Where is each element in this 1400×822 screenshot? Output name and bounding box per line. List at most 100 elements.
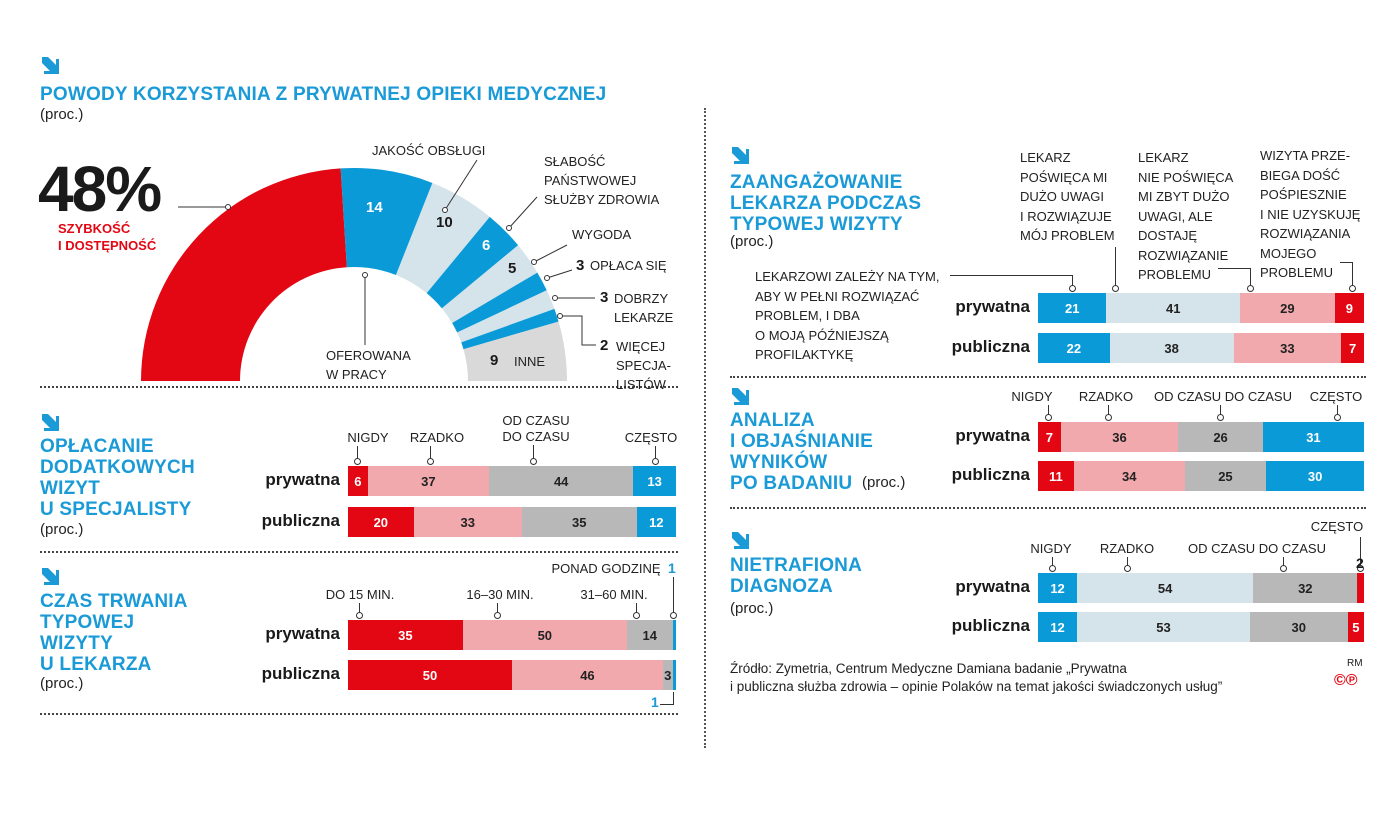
category-label: OD CZASU DO CZASU: [1188, 541, 1326, 556]
leader-dot: [427, 458, 434, 465]
donut-label-slabosc: SŁABOŚĆ PAŃSTWOWEJ SŁUŻBY ZDROWIA: [544, 154, 660, 207]
donut-value-10: 10: [436, 214, 453, 231]
leader-dot: [1280, 565, 1287, 572]
bar-segment: 54: [1077, 573, 1254, 603]
bar-segment: 41: [1106, 293, 1241, 323]
donut-segment: [461, 308, 559, 350]
arrow-icon: [732, 532, 749, 549]
source-note: Źródło: Zymetria, Centrum Medyczne Damia…: [730, 661, 1223, 694]
category-label: LEKARZOWI ZALEŻY NA TYM, ABY W PEŁNI ROZ…: [755, 269, 940, 362]
bar-segment: 50: [348, 660, 512, 690]
donut-value-9: 9: [490, 352, 499, 369]
chart-title-zaangazowanie: ZAANGAŻOWANIE LEKARZA PODCZAS TYPOWEJ WI…: [730, 172, 922, 235]
bar-segment: 29: [1240, 293, 1335, 323]
chart-unit: (proc.): [40, 675, 84, 692]
bar-segment: [672, 620, 676, 650]
leader-line: [1283, 557, 1284, 567]
bar-segment: 22: [1038, 333, 1110, 363]
chart-unit: (proc.): [730, 600, 774, 617]
leader-line: [497, 603, 498, 614]
bar-segment: 33: [1233, 333, 1342, 363]
bar-segment: 12: [1038, 612, 1078, 642]
donut-segment: [441, 245, 538, 323]
bar-segment: 30: [1249, 612, 1348, 642]
vertical-divider: [704, 108, 706, 748]
category-label: CZĘSTO: [624, 430, 678, 445]
leader-line: [1220, 405, 1221, 416]
donut-segment: [340, 168, 433, 276]
row-label-publiczna: publiczna: [951, 337, 1030, 356]
leader-line: [1250, 268, 1251, 286]
donut-label-oplaca: OPŁACA SIĘ: [590, 258, 667, 273]
category-label: DO 15 MIN.: [325, 587, 395, 602]
leader-line: [533, 445, 534, 460]
category-label: WIZYTA PRZE- BIEGA DOŚĆ POŚPIESZNIE I NI…: [1260, 148, 1361, 280]
category-label: OD CZASU DO CZASU: [1154, 389, 1292, 404]
bar-segment: 26: [1178, 422, 1263, 452]
bar-segment: 30: [1266, 461, 1364, 491]
leader-line: [1360, 537, 1361, 567]
bar-segment: 44: [489, 466, 634, 496]
leader-dot: [670, 612, 677, 619]
bar-segment: 9: [1334, 293, 1364, 323]
donut-unit: (proc.): [40, 106, 84, 123]
arrow-icon: [42, 568, 59, 585]
chart-unit: (proc.): [730, 233, 774, 250]
stacked-bar-prywatna: 7 36 26 31: [1038, 422, 1364, 452]
chart-title-oplacanie: OPŁACANIE DODATKOWYCH WIZYT U SPECJALIST…: [40, 436, 195, 520]
bar-segment: 12: [1038, 573, 1078, 603]
bar-segment: 20: [348, 507, 414, 537]
donut-label-dobrzy: DOBRZY LEKARZE: [614, 291, 674, 325]
leader-dot: [354, 458, 361, 465]
bar-segment: 6: [348, 466, 368, 496]
stacked-bar-publiczna: 50 46 3: [348, 660, 676, 690]
category-label: NIGDY: [347, 430, 389, 445]
category-label: RZADKO: [1078, 389, 1134, 404]
row-label-prywatna: prywatna: [955, 297, 1030, 316]
bar-segment: 53: [1077, 612, 1250, 642]
leader-dot: [1357, 565, 1364, 572]
leader-line: [1108, 405, 1109, 416]
value-ponad-godzine: 1: [668, 560, 676, 576]
leader-line: [357, 446, 358, 460]
donut-value-14: 14: [366, 199, 383, 216]
chart-title-nietrafiona: NIETRAFIONA DIAGNOZA: [730, 555, 863, 597]
row-label-prywatna: prywatna: [955, 577, 1030, 596]
leader-line: [660, 704, 674, 705]
donut-label-wiecej: WIĘCEJ SPECJA- LISTÓW: [616, 339, 671, 392]
bar-segment: 25: [1184, 461, 1267, 491]
leader-dot: [1334, 414, 1341, 421]
leader-dot: [1045, 414, 1052, 421]
category-label: LEKARZ NIE POŚWIĘCA MI ZBYT DUŻO UWAGI, …: [1138, 150, 1234, 282]
bar-segment: 7: [1038, 422, 1061, 452]
category-label: RZADKO: [1099, 541, 1155, 556]
leader-line: [950, 275, 1072, 276]
donut-label-szybkosc: SZYBKOŚĆ I DOSTĘPNOŚĆ: [58, 221, 157, 253]
stacked-bar-publiczna: 11 34 25 30: [1038, 461, 1364, 491]
leader-line: [655, 446, 656, 460]
category-label: NIGDY: [1011, 389, 1053, 404]
category-label: 16–30 MIN.: [466, 587, 534, 602]
leader-line: [636, 603, 637, 614]
leader-dot: [1105, 414, 1112, 421]
leader-line: [1352, 262, 1353, 286]
category-label: RZADKO: [409, 430, 465, 445]
donut-segment: [457, 290, 555, 343]
value-czesto-prywatna: 2: [1356, 555, 1364, 571]
bar-segment: 34: [1073, 461, 1185, 491]
category-label: OD CZASU DO CZASU: [502, 413, 570, 444]
divider: [40, 386, 678, 388]
row-label-publiczna: publiczna: [951, 465, 1030, 484]
stacked-bar-publiczna: 20 33 35 12: [348, 507, 676, 537]
arrow-icon: [42, 57, 59, 74]
chart-title-czas: CZAS TRWANIA TYPOWEJ WIZYTY U LEKARZA: [40, 591, 188, 675]
category-label: 31–60 MIN.: [580, 587, 648, 602]
leader-line: [1127, 557, 1128, 567]
leader-line: [430, 446, 431, 460]
bar-segment: 46: [512, 660, 663, 690]
donut-segment: [426, 216, 519, 309]
leader-dot: [633, 612, 640, 619]
donut-title: POWODY KORZYSTANIA Z PRYWATNEJ OPIEKI ME…: [40, 84, 607, 105]
row-label-publiczna: publiczna: [261, 511, 340, 530]
